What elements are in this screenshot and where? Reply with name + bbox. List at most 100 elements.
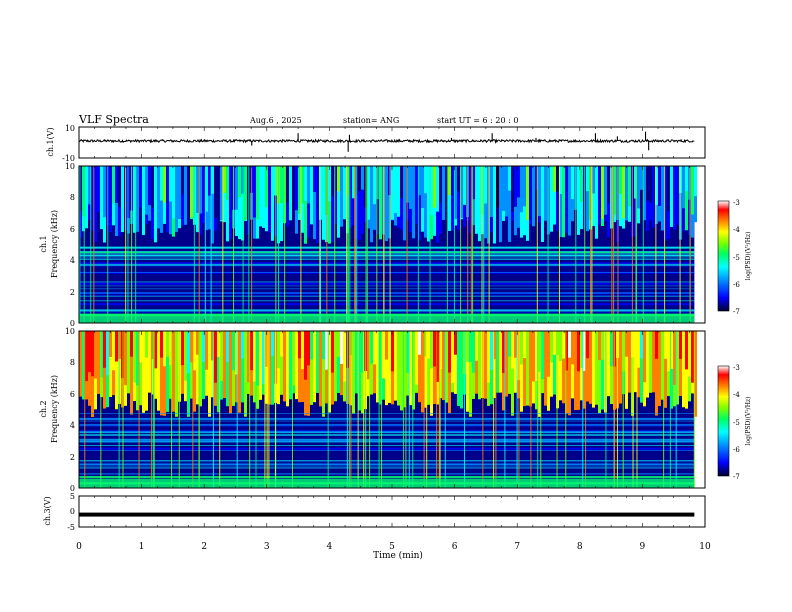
- spectrogram-speckle: [106, 331, 109, 376]
- spectrogram-speckle: [487, 166, 490, 193]
- spectrogram-speckle: [481, 166, 484, 215]
- cb1-tick: -5: [733, 254, 740, 262]
- spectrogram-speckle: [487, 331, 490, 383]
- spectrogram-column: [418, 331, 421, 403]
- spectrogram-speckle: [433, 331, 436, 367]
- spectrogram-speckle: [244, 331, 247, 384]
- spectrogram-column: [640, 166, 643, 228]
- spectrogram-band: [79, 303, 695, 306]
- spectrogram-streak: [210, 166, 212, 323]
- spectrogram-speckle: [694, 331, 697, 386]
- spectrogram-band: [79, 424, 695, 427]
- spectrogram-speckle: [133, 166, 136, 196]
- spectrogram-speckle: [307, 331, 310, 366]
- spectrogram-speckle: [658, 166, 661, 206]
- station-label: station= ANG: [343, 116, 399, 125]
- spectrogram-streak: [118, 331, 120, 488]
- spectrogram-speckle: [619, 331, 622, 362]
- spectrogram-streak: [152, 331, 154, 488]
- spectrogram-streak: [193, 166, 195, 323]
- spectrogram-speckle: [337, 166, 340, 192]
- spectrogram-column: [262, 166, 265, 228]
- spectrogram-streak: [530, 331, 532, 488]
- spectrogram-streak: [242, 166, 244, 323]
- spectrogram-column: [157, 331, 160, 411]
- spectrogram-speckle: [649, 331, 652, 370]
- spectrogram-column: [280, 166, 283, 242]
- spectrogram-speckle: [289, 331, 292, 366]
- spectrogram-streak: [483, 166, 485, 323]
- spectrogram-speckle: [553, 331, 556, 355]
- spectrogram-streak: [275, 166, 277, 323]
- spectrogram-speckle: [121, 166, 124, 216]
- spectrogram-column: [202, 331, 205, 400]
- spectrogram-speckle: [118, 166, 121, 208]
- spectrogram-speckle: [550, 331, 553, 363]
- spectrogram-speckle: [667, 166, 670, 212]
- spectrogram-speckle: [226, 331, 229, 363]
- spectrogram-band: [79, 439, 695, 442]
- spectrogram-speckle: [457, 331, 460, 359]
- ch2-spectrogram-image: [79, 331, 705, 488]
- spectrogram-speckle: [541, 331, 544, 380]
- spectrogram-speckle: [502, 166, 505, 211]
- ch1-ytick-bottom: -10: [62, 154, 75, 163]
- spectrogram-streak: [536, 166, 538, 323]
- spectrogram-speckle: [514, 331, 517, 358]
- spectrogram-streak: [135, 166, 137, 323]
- spectrogram-column: [424, 166, 427, 238]
- spectrogram-band: [79, 288, 695, 290]
- spectrogram-speckle: [511, 166, 514, 212]
- spectrogram-speckle: [145, 166, 148, 215]
- spectrogram-column: [658, 331, 661, 406]
- spectrogram-speckle: [478, 331, 481, 371]
- spectrogram-column: [217, 166, 220, 229]
- spectrogram-column: [592, 331, 595, 408]
- spectrogram-column: [103, 331, 106, 409]
- spectrogram-column: [571, 331, 574, 399]
- spectrogram-streak: [444, 331, 446, 488]
- ch1-frequency-axis-label: Frequency (kHz): [50, 210, 59, 278]
- spectrogram-streak: [284, 166, 286, 323]
- spectrogram-speckle: [565, 166, 568, 198]
- spectrogram-speckle: [625, 166, 628, 221]
- spectrogram-speckle: [379, 331, 382, 376]
- spectrogram-speckle: [637, 331, 640, 368]
- spectrogram-column: [226, 166, 229, 242]
- spectrogram-streak: [107, 166, 109, 323]
- spectrogram-band: [79, 311, 695, 313]
- spectrogram-speckle: [511, 331, 514, 369]
- spectrogram-column: [337, 331, 340, 394]
- spectrogram-column: [328, 166, 331, 244]
- spectrogram-streak: [346, 166, 348, 323]
- spectrogram-speckle: [226, 166, 229, 201]
- time-tick-label: 2: [201, 542, 207, 552]
- spectrogram-speckle: [373, 331, 376, 365]
- spectrogram-band: [79, 300, 695, 302]
- time-tick-label: 5: [389, 542, 395, 552]
- spectrogram-streak: [378, 331, 380, 488]
- spectrogram-speckle: [277, 331, 280, 369]
- spectrogram-speckle: [514, 166, 517, 207]
- spectrogram-streak: [453, 166, 455, 323]
- spectrogram-column: [559, 331, 562, 401]
- spectrogram-column: [217, 331, 220, 413]
- spectrogram-column: [634, 166, 637, 237]
- spectrogram-speckle: [562, 331, 565, 359]
- spectrogram-streak: [616, 331, 618, 488]
- spectrogram-streak: [291, 331, 293, 488]
- spectrogram-speckle: [475, 331, 478, 361]
- spectrogram-speckle: [652, 331, 655, 375]
- spectrogram-column: [394, 331, 397, 401]
- time-tick-label: 3: [264, 542, 270, 552]
- spectrogram-band: [79, 246, 695, 249]
- spectrogram-streak: [356, 166, 358, 323]
- spectrogram-streak: [482, 331, 484, 488]
- spectrogram-speckle: [574, 331, 577, 375]
- spectrogram-speckle: [235, 331, 238, 375]
- spectrogram-band: [79, 435, 695, 436]
- spectrogram-speckle: [139, 331, 142, 363]
- spectrogram-column: [409, 331, 412, 406]
- spectrogram-speckle: [652, 166, 655, 194]
- spectrogram-speckle: [655, 331, 658, 359]
